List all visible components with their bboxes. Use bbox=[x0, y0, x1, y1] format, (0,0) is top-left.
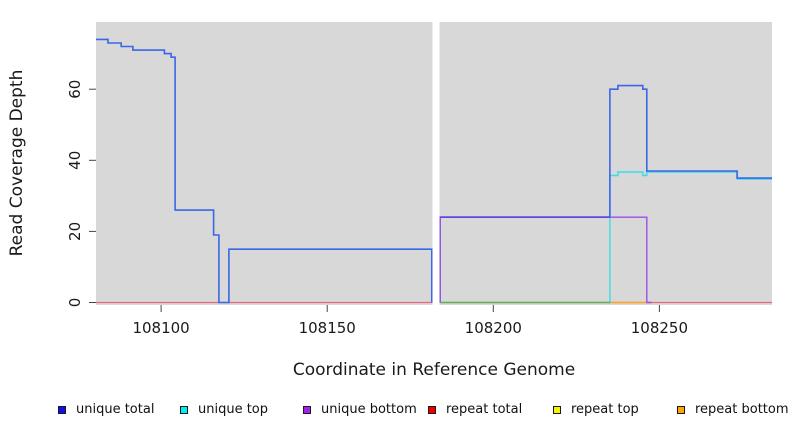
legend-swatch-icon bbox=[553, 406, 561, 414]
y-axis-title: Read Coverage Depth bbox=[7, 70, 27, 257]
series-unique-bottom bbox=[439, 216, 652, 304]
legend-swatch-icon bbox=[303, 406, 311, 414]
legend-item-repeat-top: repeat top bbox=[553, 402, 639, 418]
legend-label: unique top bbox=[198, 402, 269, 417]
coverage-chart: 108100 108150 108200 108250 0 20 40 60 Coordina… bbox=[7, 22, 772, 380]
legend-swatch-icon bbox=[180, 406, 188, 414]
legend-swatch-icon bbox=[428, 406, 436, 414]
axes-layer: 108100 108150 108200 108250 0 20 40 60 bbox=[66, 80, 688, 337]
legend-item-repeat-total: repeat total bbox=[428, 402, 522, 418]
legend-swatch-icon bbox=[677, 406, 685, 414]
legend-label: unique total bbox=[76, 402, 155, 417]
y-tick-label: 20 bbox=[66, 222, 84, 241]
y-tick-label: 60 bbox=[66, 80, 84, 99]
x-tick-label: 108100 bbox=[132, 319, 189, 337]
legend-label: unique bottom bbox=[321, 402, 417, 417]
legend-label: repeat top bbox=[571, 402, 639, 417]
legend-item-unique-top: unique top bbox=[180, 402, 268, 418]
series-layer bbox=[96, 38, 772, 304]
y-tick-label: 0 bbox=[66, 298, 84, 308]
x-tick-label: 108150 bbox=[299, 319, 356, 337]
no-data-gap-band bbox=[432, 22, 440, 305]
legend-label: repeat bottom bbox=[695, 402, 789, 417]
x-tick-label: 108200 bbox=[465, 319, 522, 337]
y-tick-label: 40 bbox=[66, 151, 84, 170]
series-unique-total bbox=[96, 38, 433, 304]
x-tick-label: 108250 bbox=[631, 319, 688, 337]
legend-item-unique-bottom: unique bottom bbox=[303, 402, 417, 418]
legend-item-unique-total: unique total bbox=[58, 402, 154, 418]
legend-item-repeat-bottom: repeat bottom bbox=[677, 402, 789, 418]
x-axis-title: Coordinate in Reference Genome bbox=[293, 360, 575, 380]
legend-swatch-icon bbox=[58, 406, 66, 414]
legend-label: repeat total bbox=[446, 402, 523, 417]
